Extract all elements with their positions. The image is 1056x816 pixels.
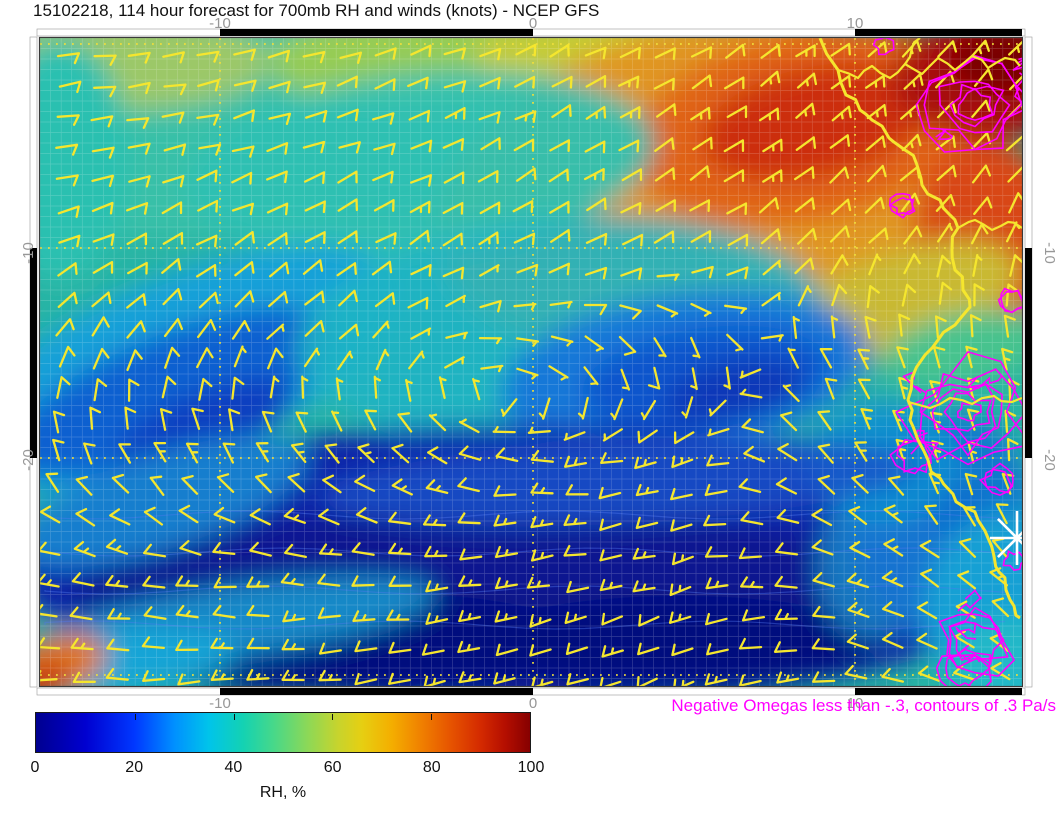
river-line (907, 394, 1022, 410)
river-line (904, 38, 921, 65)
coastline (818, 38, 1021, 620)
map-border-bands (29, 28, 1033, 696)
omega-contours-layer (872, 38, 1022, 686)
colorbar-tick-100: 100 (517, 759, 545, 776)
axis-tick-top-2: 10 (846, 15, 864, 32)
colorbar-tickmark (431, 714, 433, 720)
colorbar-axis-label: RH, % (259, 784, 307, 801)
colorbar-tickmark (134, 714, 136, 720)
colorbar-tickmark (332, 714, 334, 720)
river-line (837, 54, 1021, 80)
colorbar-tick-20: 20 (125, 759, 144, 776)
colorbar-tick-40: 40 (224, 759, 243, 776)
map-frame (38, 36, 1024, 688)
page-title: 15102218, 114 hour forecast for 700mb RH… (33, 1, 600, 20)
minor-gridlines (40, 38, 1022, 686)
colorbar-tick-0: 0 (30, 759, 40, 776)
axis-tick-left-1: -20 (19, 449, 37, 471)
river-line (957, 218, 1022, 232)
colorbar-tickmark (233, 714, 235, 720)
colorbar-gradient (35, 712, 531, 753)
axis-tick-bottom-0: -10 (209, 695, 231, 712)
colorbar-tick-80: 80 (422, 759, 441, 776)
axis-tick-bottom-1: 0 (528, 695, 538, 712)
axis-tick-left-0: -10 (19, 242, 37, 264)
axis-tick-top-1: 0 (528, 15, 538, 32)
colorbar-tick-60: 60 (323, 759, 342, 776)
axis-tick-bottom-2: 10 (846, 695, 864, 712)
rh-field-layer (40, 38, 1022, 686)
colorbar: 0 20 40 60 80 100 RH, % (31, 712, 544, 801)
wind-barbs-layer (40, 39, 1022, 686)
star-marker (990, 511, 1022, 565)
axis-tick-right-1: -20 (1041, 449, 1056, 471)
omega-annotation: Negative Omegas less than -.3, contours … (671, 696, 1056, 715)
axis-tick-top-0: -10 (209, 15, 231, 32)
axis-tick-right-0: -10 (1041, 242, 1056, 264)
